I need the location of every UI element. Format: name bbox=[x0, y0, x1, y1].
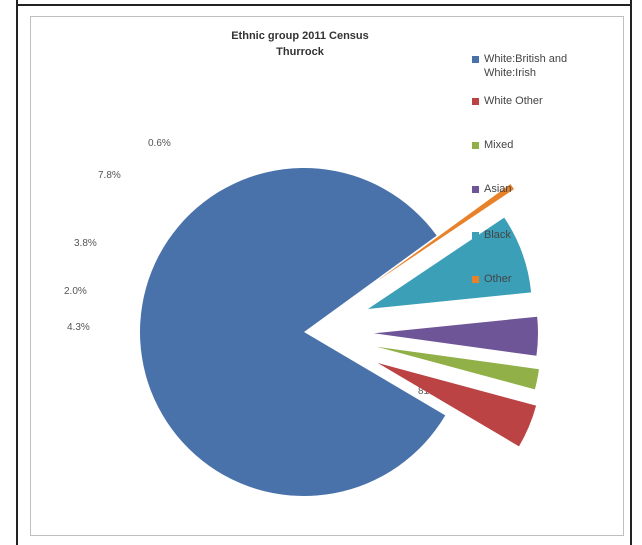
legend-swatch bbox=[472, 186, 479, 193]
legend-item-black: Black bbox=[472, 228, 594, 242]
legend-label: Mixed bbox=[484, 139, 514, 151]
pie-slice-label-4: 3.8% bbox=[74, 238, 97, 249]
legend-item-other: Other bbox=[472, 272, 594, 286]
pie-slice-label-2: 4.3% bbox=[67, 322, 90, 333]
chart-title: Ethnic group 2011 Census Thurrock bbox=[200, 28, 400, 60]
legend-swatch bbox=[472, 142, 479, 149]
pie-slice-5 bbox=[367, 217, 532, 309]
legend-label: Black bbox=[484, 229, 511, 241]
pie-slice-6 bbox=[377, 184, 515, 281]
chart-title-line-2: Thurrock bbox=[276, 46, 324, 58]
legend-swatch bbox=[472, 232, 479, 239]
legend-swatch bbox=[472, 98, 479, 105]
pie-slice-1 bbox=[140, 168, 446, 497]
chart-title-line-1: Ethnic group 2011 Census bbox=[231, 30, 369, 42]
legend-swatch bbox=[472, 56, 479, 63]
legend-item-mixed: Mixed bbox=[472, 138, 594, 152]
pie-slice-3 bbox=[376, 346, 539, 390]
legend-swatch bbox=[472, 276, 479, 283]
pie-slice-label-6: 0.6% bbox=[148, 138, 171, 149]
legend-item-white-other: White Other bbox=[472, 94, 594, 108]
legend-label: Other bbox=[484, 273, 512, 285]
window-right-border bbox=[630, 0, 642, 545]
pie-slice-label-5: 7.8% bbox=[98, 170, 121, 181]
pie-slice-2 bbox=[377, 363, 537, 447]
pie-slice-label-3: 2.0% bbox=[64, 286, 87, 297]
window-left-border bbox=[0, 0, 18, 545]
window-top-border bbox=[0, 0, 642, 6]
legend-label: Asian bbox=[484, 183, 512, 195]
legend-label: White Other bbox=[484, 95, 543, 107]
pie-slice-4 bbox=[373, 316, 538, 356]
legend-label: White:British and White:Irish bbox=[484, 53, 568, 79]
legend-item-asian: Asian bbox=[472, 182, 594, 196]
legend-item-white-british-irish: White:British and White:Irish bbox=[472, 52, 594, 80]
